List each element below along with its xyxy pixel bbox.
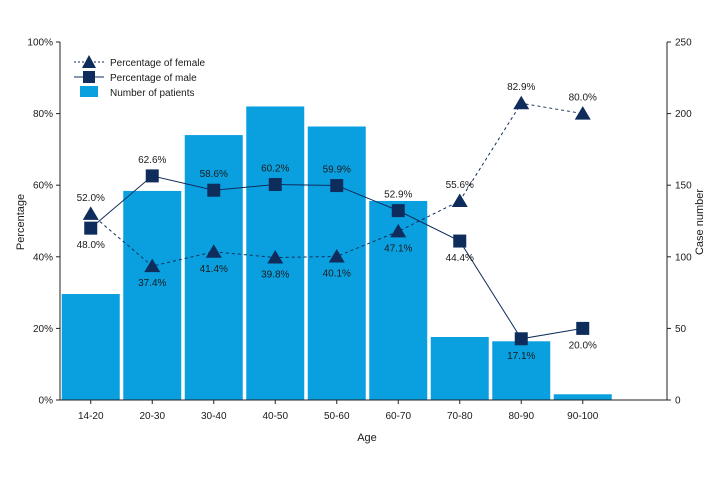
female-marker-70-80 <box>451 193 468 207</box>
male-label-30-40: 58.6% <box>200 169 228 180</box>
legend-male-marker <box>83 71 95 83</box>
male-marker-50-60 <box>330 179 344 193</box>
female-label-14-20: 52.0% <box>77 193 105 204</box>
y2-tick-label: 250 <box>675 38 692 49</box>
y2-axis-title: Case number <box>694 189 706 255</box>
legend: Percentage of female Percentage of male … <box>74 55 205 99</box>
x-tick-label: 80-90 <box>508 411 534 422</box>
bar-70-80 <box>430 336 489 400</box>
male-marker-70-80 <box>453 234 467 248</box>
female-label-50-60: 40.1% <box>323 268 351 279</box>
y-tick-label: 0% <box>39 396 54 407</box>
y-tick-label: 60% <box>33 181 53 192</box>
bars-layer <box>61 106 612 400</box>
legend-female-text: Percentage of female <box>110 58 205 69</box>
male-marker-40-50 <box>268 177 282 191</box>
male-marker-90-100 <box>576 321 590 335</box>
x-tick-label: 40-50 <box>262 411 288 422</box>
y2-tick-label: 0 <box>675 396 681 407</box>
x-tick-label: 20-30 <box>139 411 165 422</box>
bar-14-20 <box>61 294 120 400</box>
y-tick-label: 40% <box>33 252 53 263</box>
y2-tick-label: 100 <box>675 252 692 263</box>
female-label-60-70: 47.1% <box>384 243 412 254</box>
legend-male-text: Percentage of male <box>110 73 197 84</box>
female-marker-90-100 <box>574 106 591 120</box>
legend-female-marker <box>82 55 96 68</box>
male-marker-14-20 <box>84 221 98 235</box>
y-tick-label: 20% <box>33 324 53 335</box>
x-tick-label: 70-80 <box>447 411 473 422</box>
female-marker-80-90 <box>513 95 530 110</box>
male-label-20-30: 62.6% <box>138 155 166 166</box>
bar-20-30 <box>123 190 182 400</box>
female-label-40-50: 39.8% <box>261 270 289 281</box>
x-tick-label: 90-100 <box>567 411 599 422</box>
bar-90-100 <box>553 394 612 400</box>
male-label-40-50: 60.2% <box>261 163 289 174</box>
female-label-90-100: 80.0% <box>569 93 597 104</box>
female-label-80-90: 82.9% <box>507 82 535 93</box>
data-labels-layer: 52.0% 48.0% 37.4% 62.6% 41.4% 58.6% 39.8% 60.2%… <box>77 82 597 362</box>
male-label-70-80: 44.4% <box>446 253 474 264</box>
x-tick-label: 50-60 <box>324 411 350 422</box>
female-marker-60-70 <box>390 223 407 238</box>
male-label-80-90: 17.1% <box>507 351 535 362</box>
y-tick-label: 100% <box>27 38 53 49</box>
legend-bars-swatch <box>80 86 98 97</box>
x-tick-label: 14-20 <box>78 411 104 422</box>
x-tick-label: 60-70 <box>385 411 411 422</box>
female-marker-50-60 <box>328 248 345 263</box>
y-axis-title: Percentage <box>15 194 27 250</box>
female-label-30-40: 41.4% <box>200 264 228 275</box>
male-marker-30-40 <box>207 183 221 197</box>
legend-bars-text: Number of patients <box>110 88 195 99</box>
female-marker-40-50 <box>267 250 284 264</box>
bar-50-60 <box>307 126 366 400</box>
bar-30-40 <box>184 135 243 400</box>
y2-tick-label: 150 <box>675 181 692 192</box>
male-marker-20-30 <box>145 169 159 183</box>
x-tick-label: 30-40 <box>201 411 227 422</box>
female-marker-30-40 <box>205 244 222 258</box>
male-marker-80-90 <box>514 332 528 346</box>
male-label-90-100: 20.0% <box>569 340 597 351</box>
bar-80-90 <box>492 341 551 400</box>
axes-layer: 0% 20% 40% 60% 80% 100% 0 50 100 150 200 250 14-20 20… <box>27 38 692 423</box>
lines-layer <box>82 95 591 346</box>
y2-tick-label: 200 <box>675 109 692 120</box>
female-label-20-30: 37.4% <box>138 278 166 289</box>
y2-tick-label: 50 <box>675 324 687 335</box>
male-label-60-70: 52.9% <box>384 190 412 201</box>
female-marker-14-20 <box>82 206 99 220</box>
male-marker-60-70 <box>391 204 405 218</box>
y-tick-label: 80% <box>33 109 53 120</box>
female-label-70-80: 55.6% <box>446 180 474 191</box>
male-label-50-60: 59.9% <box>323 165 351 176</box>
x-axis-title: Age <box>357 432 377 444</box>
female-marker-20-30 <box>144 258 161 273</box>
male-label-14-20: 48.0% <box>77 240 105 251</box>
